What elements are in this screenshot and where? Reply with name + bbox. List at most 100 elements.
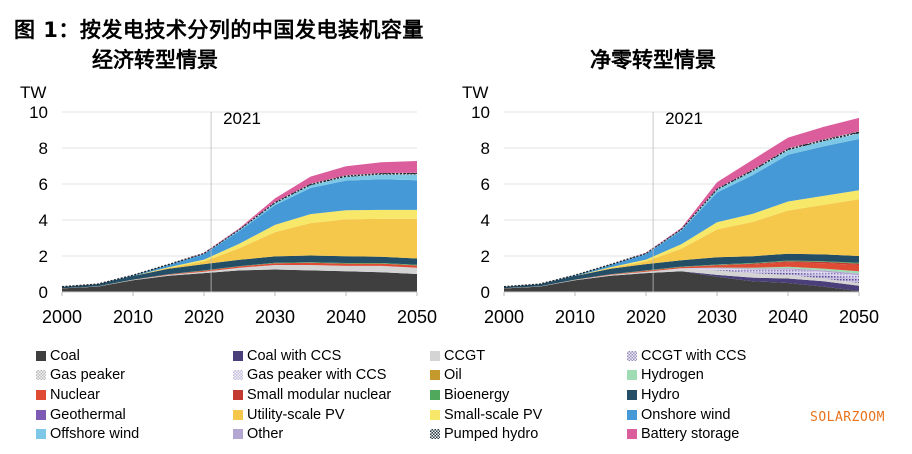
legend-item-geothermal: Geothermal	[36, 405, 233, 425]
legend-label: Nuclear	[50, 386, 100, 403]
legend-swatch	[627, 409, 637, 420]
area-coal	[504, 271, 859, 292]
left-chart-title: 经济转型情景	[92, 48, 218, 72]
legend-label: Gas peaker	[50, 367, 125, 384]
area-ccgt	[62, 265, 417, 289]
y-axis-unit: TW	[20, 83, 46, 102]
y-tick-label: 4	[39, 211, 48, 230]
y-axis-unit: TW	[462, 83, 488, 102]
y-tick-label: 4	[481, 211, 490, 230]
legend-label: CCGT	[444, 347, 486, 364]
legend-item-battery-storage: Battery storage	[627, 424, 777, 444]
x-tick-label: 2040	[326, 307, 366, 327]
legend-item-ccgt-with-ccs: CCGT with CCS	[627, 346, 777, 366]
area-ccgt-with-ccs	[504, 268, 859, 289]
x-tick-label: 2050	[839, 307, 879, 327]
y-tick-label: 0	[39, 283, 48, 302]
legend-swatch	[430, 350, 440, 361]
area-utility-scale-pv	[504, 199, 859, 287]
legend-label: Hydrogen	[641, 367, 704, 384]
x-tick-label: 2000	[42, 307, 82, 327]
area-small-scale-pv	[62, 209, 417, 287]
legend-swatch	[36, 429, 46, 440]
legend-item-utility-scale-pv: Utility-scale PV	[233, 405, 430, 425]
x-tick-label: 2010	[555, 307, 595, 327]
legend-swatch	[233, 389, 243, 400]
area-battery-storage	[504, 117, 859, 287]
area-coal-with-ccs	[504, 271, 859, 292]
area-offshore-wind	[62, 174, 417, 287]
watermark: SOLARZOOM	[810, 410, 885, 425]
year-marker-label: 2021	[665, 109, 703, 128]
legend-label: Bioenergy	[444, 386, 510, 403]
y-tick-label: 6	[481, 175, 490, 194]
legend-label: Geothermal	[50, 406, 126, 423]
legend-item-coal: Coal	[36, 346, 233, 366]
legend-item-gas-peaker: Gas peaker	[36, 366, 233, 386]
legend-label: Other	[247, 426, 284, 443]
area-utility-scale-pv	[62, 218, 417, 287]
year-marker-label: 2021	[223, 109, 261, 128]
y-tick-label: 6	[39, 175, 48, 194]
legend-item-offshore-wind: Offshore wind	[36, 424, 233, 444]
legend-item-small-scale-pv: Small-scale PV	[430, 405, 627, 425]
legend-item-onshore-wind: Onshore wind	[627, 405, 777, 425]
legend-swatch	[627, 350, 637, 361]
x-tick-label: 2000	[484, 307, 524, 327]
area-ccgt	[504, 268, 859, 289]
legend-item-hydrogen: Hydrogen	[627, 366, 777, 386]
area-onshore-wind	[504, 139, 859, 287]
legend-label: Utility-scale PV	[247, 406, 345, 423]
legend-label: Hydro	[641, 386, 680, 403]
legend-label: Oil	[444, 367, 462, 384]
area-onshore-wind	[62, 179, 417, 287]
legend-label: Coal	[50, 347, 80, 364]
legend-label: Gas peaker with CCS	[247, 367, 387, 384]
legend-label: Battery storage	[641, 426, 740, 443]
legend-item-pumped-hydro: Pumped hydro	[430, 424, 627, 444]
legend-label: Small-scale PV	[444, 406, 543, 423]
legend-swatch	[233, 409, 243, 420]
legend-label: Pumped hydro	[444, 426, 539, 443]
y-tick-label: 8	[481, 139, 490, 158]
area-small-scale-pv	[504, 190, 859, 287]
legend-swatch	[430, 429, 440, 440]
legend-item-coal-with-ccs: Coal with CCS	[233, 346, 430, 366]
x-tick-label: 2040	[768, 307, 808, 327]
legend-label: Coal with CCS	[247, 347, 342, 364]
figure-title: 图 1：按发电技术分列的中国发电装机容量	[14, 18, 424, 42]
y-tick-label: 8	[39, 139, 48, 158]
area-coal	[62, 269, 417, 292]
legend-item-ccgt: CCGT	[430, 346, 627, 366]
legend-swatch	[36, 350, 46, 361]
legend-swatch	[430, 370, 440, 381]
y-tick-label: 2	[39, 247, 48, 266]
legend-swatch	[430, 389, 440, 400]
legend-label: CCGT with CCS	[641, 347, 747, 364]
area-nuclear	[504, 262, 859, 289]
legend-item-gas-peaker-with-ccs: Gas peaker with CCS	[233, 366, 430, 386]
legend-swatch	[233, 370, 243, 381]
legend-swatch	[233, 429, 243, 440]
legend-item-bioenergy: Bioenergy	[430, 385, 627, 405]
x-tick-label: 2020	[184, 307, 224, 327]
legend-swatch	[430, 409, 440, 420]
legend-item-oil: Oil	[430, 366, 627, 386]
x-tick-label: 2030	[255, 307, 295, 327]
legend-swatch	[233, 350, 243, 361]
legend-swatch	[627, 429, 637, 440]
legend-swatch	[36, 389, 46, 400]
legend-label: Small modular nuclear	[247, 386, 392, 403]
legend-label: Offshore wind	[50, 426, 140, 443]
y-tick-label: 10	[471, 103, 490, 122]
legend-swatch	[36, 409, 46, 420]
y-tick-label: 0	[481, 283, 490, 302]
legend-swatch	[627, 370, 637, 381]
legend: Coal Coal with CCS CCGT CCGT with CCS Gas pe…	[36, 346, 776, 444]
legend-swatch	[627, 389, 637, 400]
area-hydrogen	[504, 266, 859, 289]
y-tick-label: 10	[29, 103, 48, 122]
legend-item-other: Other	[233, 424, 430, 444]
